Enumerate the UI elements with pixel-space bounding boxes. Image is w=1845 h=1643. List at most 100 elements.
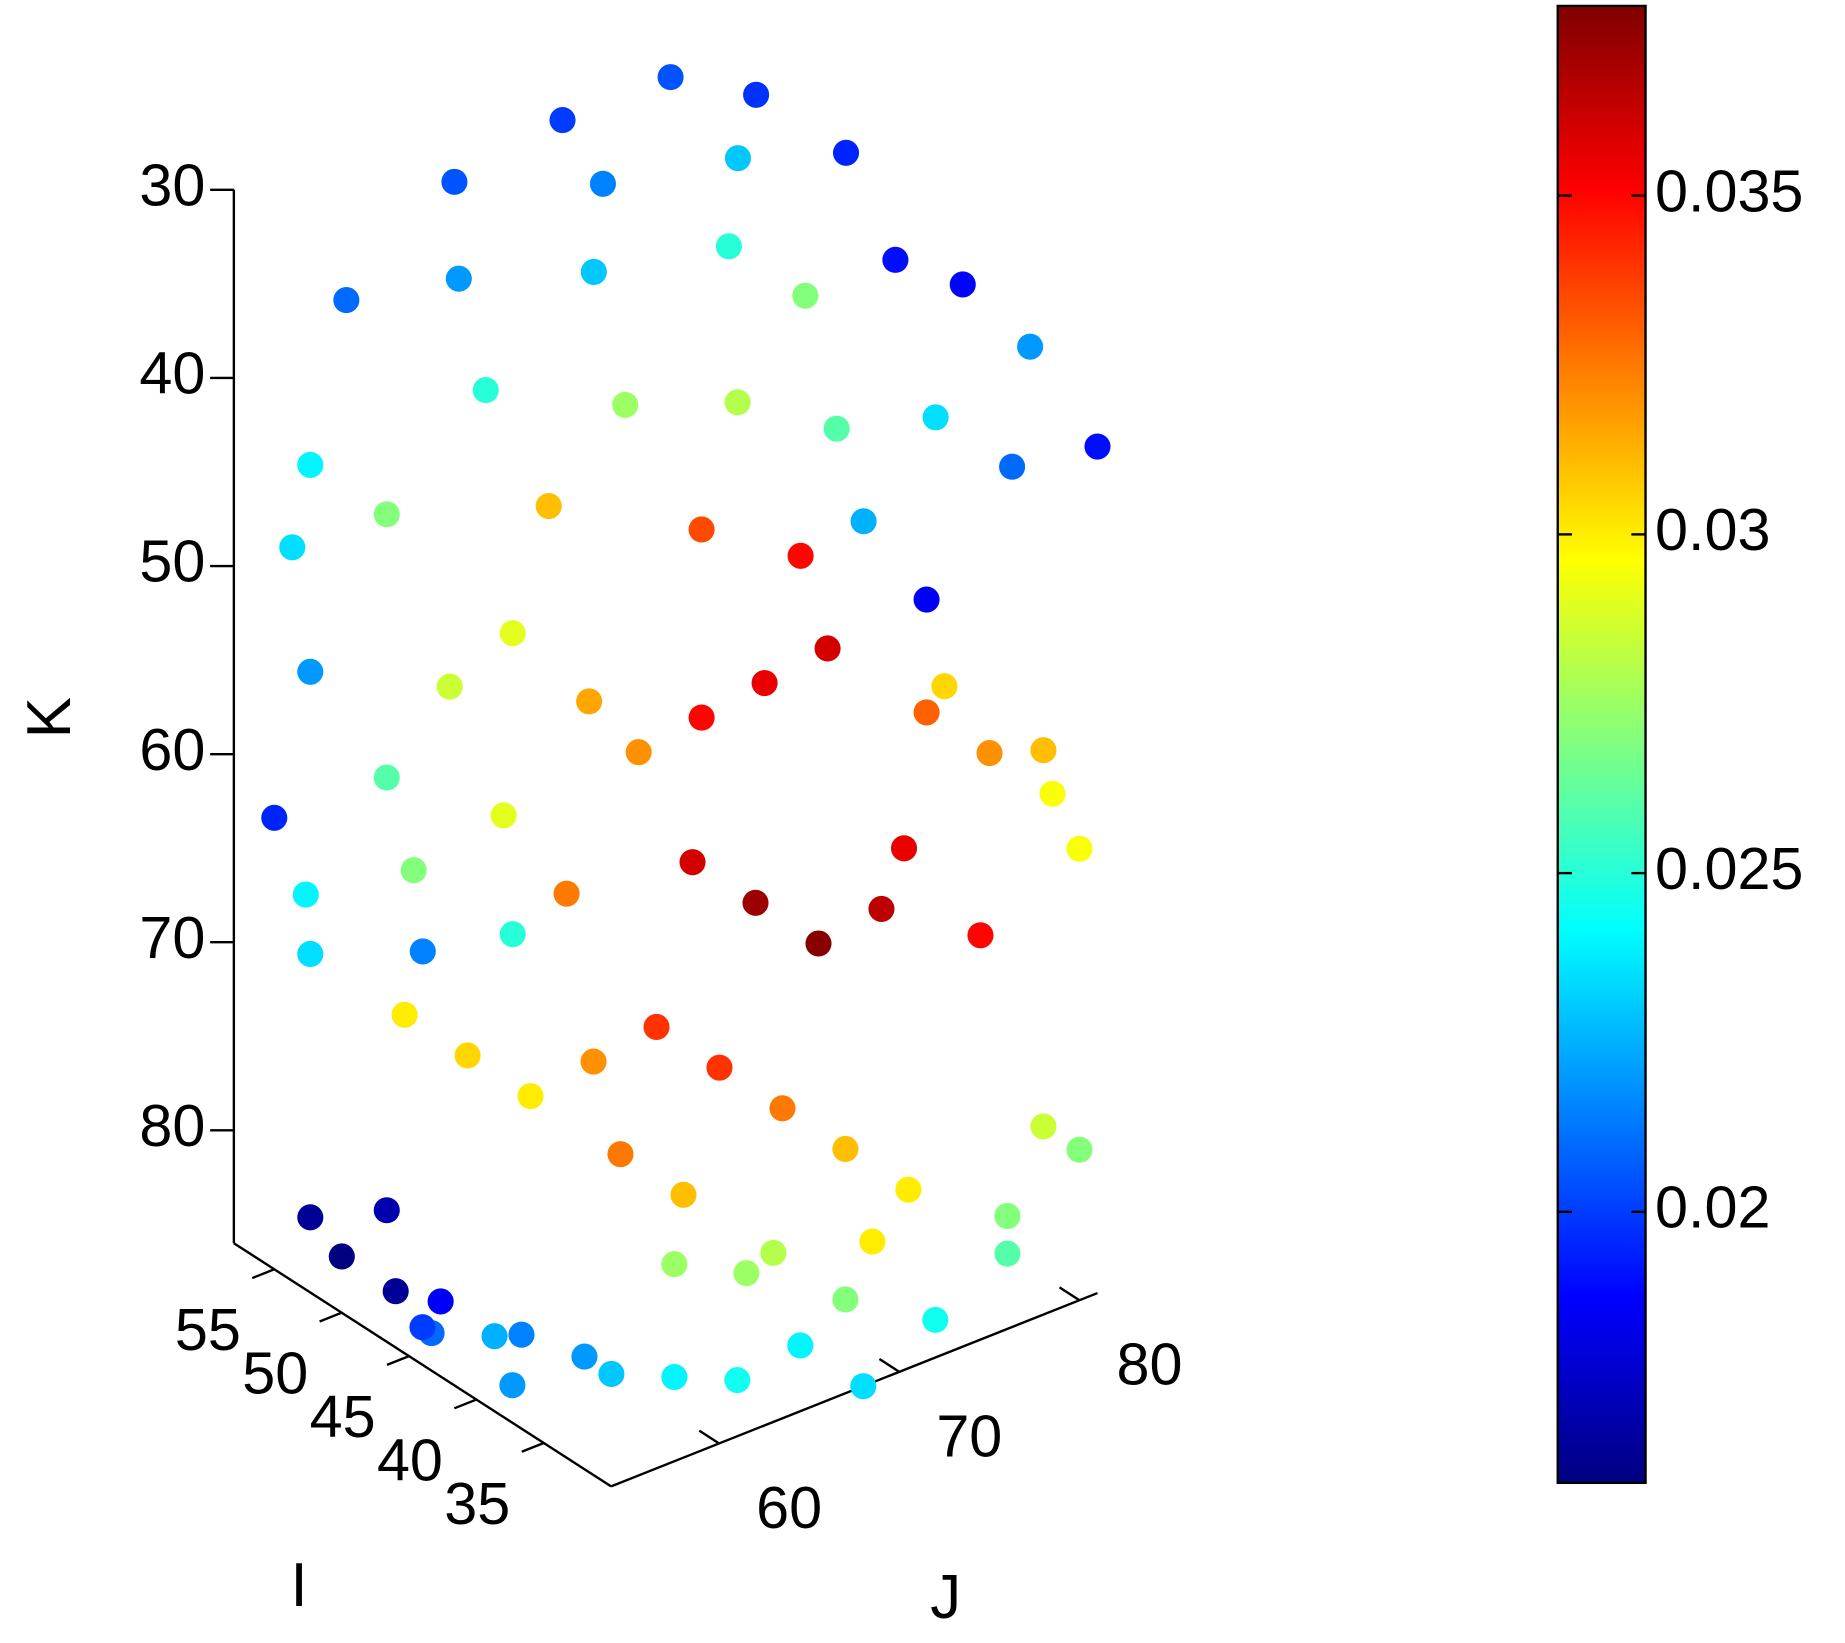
point <box>688 516 715 543</box>
point <box>751 669 778 697</box>
point <box>333 287 360 314</box>
point <box>373 501 400 528</box>
x-tick <box>386 1355 410 1366</box>
colorbar-tick-label: 0.025 <box>1655 835 1803 902</box>
z-tick-label: 40 <box>139 340 205 407</box>
point <box>454 1042 481 1069</box>
x-tick-label: 35 <box>444 1470 510 1537</box>
point <box>859 1228 886 1255</box>
point <box>576 688 603 715</box>
point <box>1066 1136 1093 1163</box>
z-tick-label: 30 <box>139 151 205 218</box>
point <box>931 673 958 700</box>
point <box>823 415 850 442</box>
point <box>832 1286 859 1313</box>
point <box>391 1001 418 1028</box>
point <box>535 492 562 520</box>
point <box>688 704 715 731</box>
point <box>373 1197 400 1224</box>
point <box>382 1278 409 1305</box>
point <box>472 377 499 404</box>
point <box>499 1372 526 1399</box>
point <box>805 930 832 957</box>
z-tick-label: 60 <box>139 716 205 783</box>
point <box>724 145 752 172</box>
x-tick-label: 40 <box>377 1426 443 1493</box>
point <box>427 1288 454 1315</box>
point <box>922 404 949 431</box>
x-tick-label: 45 <box>310 1383 376 1450</box>
point <box>580 258 607 285</box>
point <box>297 940 324 968</box>
point <box>850 1373 877 1400</box>
point <box>409 938 436 965</box>
point <box>1066 835 1093 862</box>
point <box>814 635 841 662</box>
point <box>1084 433 1111 460</box>
point <box>661 1251 688 1278</box>
colorbar-tick-label: 0.035 <box>1655 157 1803 224</box>
point <box>297 658 324 685</box>
point <box>787 1332 814 1359</box>
point <box>769 1095 796 1122</box>
z-tick-label: 80 <box>139 1092 205 1159</box>
point <box>1030 1113 1057 1140</box>
point <box>657 64 684 91</box>
point <box>508 1321 535 1348</box>
point <box>445 265 472 292</box>
point <box>297 1204 324 1231</box>
point <box>967 922 994 949</box>
point <box>882 246 909 273</box>
point <box>913 586 940 613</box>
point <box>724 389 751 416</box>
point <box>850 508 877 535</box>
point <box>612 391 639 418</box>
point <box>328 1243 355 1270</box>
point <box>643 1013 670 1041</box>
point <box>670 1181 697 1208</box>
colorbar-tick-label: 0.03 <box>1655 496 1770 563</box>
colorbar-tick-label: 0.02 <box>1655 1174 1770 1241</box>
colorbar <box>1556 4 1647 1485</box>
point <box>589 170 616 197</box>
point <box>760 1239 787 1266</box>
x-tick <box>251 1268 275 1280</box>
x-tick <box>521 1441 545 1453</box>
y-tick <box>878 1357 900 1373</box>
point <box>994 1202 1021 1230</box>
point <box>679 849 706 876</box>
point <box>743 81 770 108</box>
point <box>261 804 288 831</box>
point <box>549 107 576 134</box>
point <box>976 740 1003 767</box>
point <box>706 1054 733 1081</box>
point <box>742 889 769 916</box>
point <box>625 739 652 766</box>
y-tick <box>1058 1286 1081 1302</box>
y-tick-label: 70 <box>936 1402 1002 1469</box>
y-tick-label: 60 <box>756 1474 822 1541</box>
point <box>441 168 468 195</box>
point <box>787 542 814 569</box>
point <box>499 921 526 948</box>
point <box>436 673 463 700</box>
point <box>949 271 976 298</box>
point <box>661 1363 688 1391</box>
z-tick-label: 50 <box>139 528 205 595</box>
x-tick-label: 50 <box>242 1340 308 1407</box>
point <box>733 1260 760 1287</box>
z-tick-label: 70 <box>139 904 205 971</box>
y-axis-label: J <box>930 1563 961 1632</box>
point <box>724 1367 751 1394</box>
point <box>607 1141 634 1168</box>
point <box>832 139 860 166</box>
point <box>490 802 517 829</box>
point <box>553 880 580 907</box>
point <box>499 620 526 647</box>
x-axis-line <box>233 1242 612 1488</box>
point <box>580 1048 607 1075</box>
x-tick-label: 55 <box>175 1296 241 1363</box>
point <box>571 1343 598 1370</box>
